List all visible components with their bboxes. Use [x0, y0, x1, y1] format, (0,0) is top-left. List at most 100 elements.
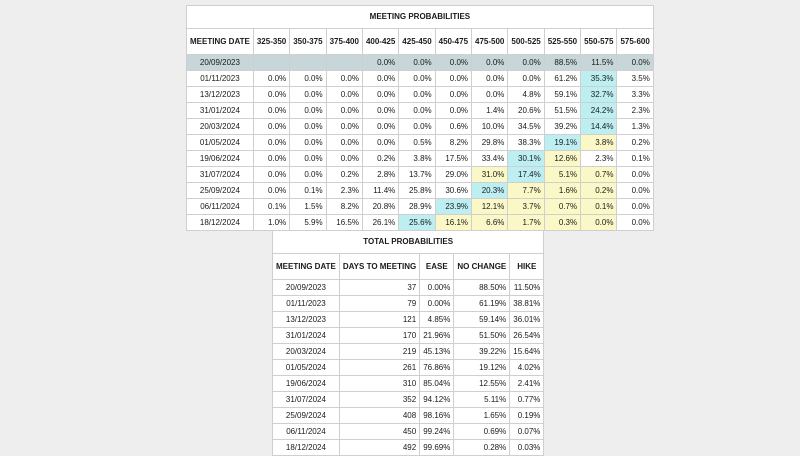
days-to-meeting-cell: 121 — [338, 311, 421, 328]
no-change-cell: 1.65% — [453, 407, 511, 424]
no-change-header: NO CHANGE — [453, 253, 511, 280]
meeting-date-cell: 25/09/2024 — [272, 407, 340, 424]
probability-cell: 29.0% — [434, 166, 473, 183]
probability-cell: 0.0% — [289, 150, 327, 167]
probability-cell: 0.0% — [398, 70, 436, 87]
probability-cell: 11.4% — [361, 182, 400, 199]
probability-cell: 34.5% — [507, 118, 545, 135]
probability-cell: 3.8% — [398, 150, 436, 167]
probability-cell: 2.8% — [361, 166, 400, 183]
meeting-date-cell: 19/06/2024 — [272, 375, 340, 392]
probability-cell: 20.8% — [361, 198, 400, 215]
probability-cell: 51.5% — [543, 102, 582, 119]
probability-cell: 8.2% — [325, 198, 363, 215]
hike-cell: 2.41% — [509, 375, 545, 392]
ease-cell: 0.00% — [419, 295, 455, 312]
rate-range-header: 450-475 — [434, 28, 473, 55]
hike-cell: 38.81% — [509, 295, 545, 312]
meeting-table-body: 20/09/2023 0.0% 0.0% 0.0% 0.0% 0.0% 88.5% 11.5%… — [186, 54, 654, 231]
probability-cell: 0.0% — [252, 118, 291, 135]
ease-cell: 0.00% — [419, 279, 455, 296]
total-row: 20/09/2023 37 0.00% 88.50% 11.50% — [272, 279, 545, 296]
probability-cell: 0.0% — [616, 54, 654, 71]
probability-cell — [325, 54, 363, 71]
total-row: 06/11/2024 450 99.24% 0.69% 0.07% — [272, 423, 545, 440]
hike-cell: 0.19% — [509, 407, 545, 424]
total-probabilities-title: TOTAL PROBABILITIES — [271, 230, 545, 254]
probability-cell: 28.9% — [398, 198, 436, 215]
ease-header: EASE — [419, 253, 455, 280]
total-row: 25/09/2024 408 98.16% 1.65% 0.19% — [272, 407, 545, 424]
days-to-meeting-cell: 492 — [338, 439, 421, 456]
meeting-date-cell: 31/07/2024 — [272, 391, 340, 408]
probability-cell: 0.1% — [252, 198, 291, 215]
probability-cell: 0.0% — [361, 118, 400, 135]
probability-cell: 0.0% — [471, 54, 509, 71]
probability-cell: 4.8% — [507, 86, 545, 103]
probability-cell: 0.0% — [289, 102, 327, 119]
probability-cell: 2.3% — [325, 182, 363, 199]
probability-cell: 88.5% — [543, 54, 582, 71]
probability-cell: 0.0% — [252, 166, 291, 183]
total-row: 18/12/2024 492 99.69% 0.28% 0.03% — [272, 439, 545, 456]
probability-cell: 0.0% — [289, 86, 327, 103]
total-header-row: MEETING DATE DAYS TO MEETING EASE NO CHANGE… — [272, 253, 545, 280]
probability-cell: 12.1% — [471, 198, 509, 215]
total-row: 01/05/2024 261 76.86% 19.12% 4.02% — [272, 359, 545, 376]
probability-cell: 0.1% — [289, 182, 327, 199]
probability-cell: 0.0% — [252, 102, 291, 119]
probability-cell: 0.7% — [580, 166, 618, 183]
meeting-date-cell: 01/11/2023 — [186, 70, 254, 87]
days-to-meeting-cell: 170 — [338, 327, 421, 344]
probability-cell: 0.0% — [325, 150, 363, 167]
probability-cell: 0.0% — [289, 134, 327, 151]
probability-cell: 8.2% — [434, 134, 473, 151]
probability-cell: 0.0% — [471, 86, 509, 103]
meeting-row: 18/12/2024 1.0% 5.9% 16.5% 26.1% 25.6% 16.1% 6.… — [186, 214, 654, 231]
total-row: 13/12/2023 121 4.85% 59.14% 36.01% — [272, 311, 545, 328]
probability-cell: 0.2% — [325, 166, 363, 183]
probability-cell: 23.9% — [434, 198, 473, 215]
total-row: 31/01/2024 170 21.96% 51.50% 26.54% — [272, 327, 545, 344]
hike-cell: 0.03% — [509, 439, 545, 456]
meeting-date-cell: 01/11/2023 — [272, 295, 340, 312]
rate-range-header: 325-350 — [252, 28, 291, 55]
probability-cell: 0.0% — [252, 182, 291, 199]
meeting-date-cell: 18/12/2024 — [186, 214, 254, 231]
ease-cell: 94.12% — [419, 391, 455, 408]
probability-cell: 0.0% — [471, 70, 509, 87]
probability-cell: 35.3% — [580, 70, 618, 87]
no-change-cell: 0.69% — [453, 423, 511, 440]
probability-cell: 0.2% — [616, 134, 654, 151]
probability-cell: 16.5% — [325, 214, 363, 231]
probability-cell: 14.4% — [580, 118, 618, 135]
probability-cell: 61.2% — [543, 70, 582, 87]
probability-cell: 3.3% — [616, 86, 654, 103]
rate-range-header: 425-450 — [398, 28, 436, 55]
probability-cell: 0.2% — [580, 182, 618, 199]
ease-cell: 76.86% — [419, 359, 455, 376]
hike-cell: 4.02% — [509, 359, 545, 376]
probability-cell: 0.0% — [616, 214, 654, 231]
total-row: 20/03/2024 219 45.13% 39.22% 15.64% — [272, 343, 545, 360]
probability-cell: 0.3% — [543, 214, 582, 231]
meeting-header-row: MEETING DATE 325-350 350-375 375-400 400-425… — [186, 28, 654, 55]
meeting-date-cell: 06/11/2024 — [272, 423, 340, 440]
probability-cell: 30.6% — [434, 182, 473, 199]
no-change-cell: 12.55% — [453, 375, 511, 392]
probability-cell: 0.0% — [507, 70, 545, 87]
probability-cell: 0.0% — [616, 182, 654, 199]
meeting-date-cell: 20/09/2023 — [272, 279, 340, 296]
no-change-cell: 51.50% — [453, 327, 511, 344]
probability-cell: 1.0% — [252, 214, 291, 231]
probability-cell: 0.0% — [252, 150, 291, 167]
meeting-date-header: MEETING DATE — [186, 28, 254, 55]
meeting-date-cell: 25/09/2024 — [186, 182, 254, 199]
total-table-body: 20/09/2023 37 0.00% 88.50% 11.50% 01/11/2023 7… — [272, 279, 545, 456]
probability-cell: 11.5% — [580, 54, 618, 71]
probability-cell: 0.0% — [361, 54, 400, 71]
probability-cell — [252, 54, 291, 71]
probability-cell: 0.2% — [361, 150, 400, 167]
hike-header: HIKE — [509, 253, 545, 280]
probability-cell: 0.0% — [289, 70, 327, 87]
